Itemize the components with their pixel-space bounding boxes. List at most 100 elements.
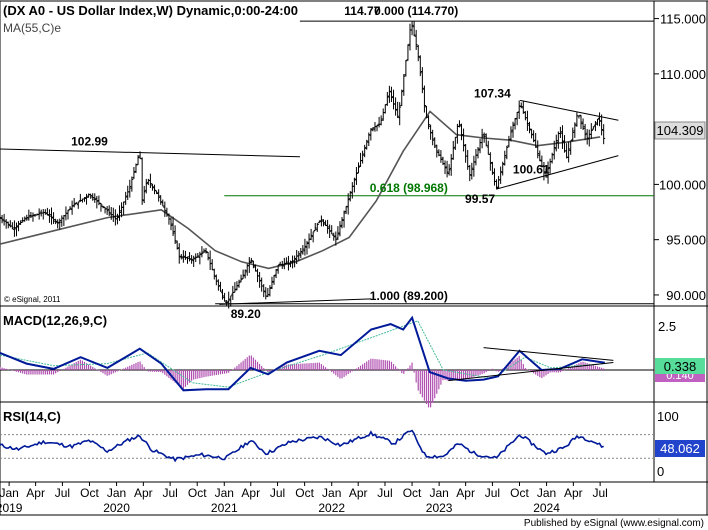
price-bar xyxy=(247,257,251,273)
price-bar xyxy=(161,199,165,207)
price-bar xyxy=(70,200,74,215)
price-bar xyxy=(470,162,474,180)
price-tick-label: 115.000 xyxy=(660,12,706,27)
price-bar xyxy=(258,271,262,288)
price-bar xyxy=(165,207,169,217)
price-bar xyxy=(422,85,426,113)
rsi-value: 48.062 xyxy=(660,441,700,456)
month-tick-label: Jan xyxy=(429,486,448,500)
price-bar xyxy=(311,231,315,243)
macd-triangle-line xyxy=(448,362,614,382)
price-bar xyxy=(525,110,529,131)
macd-title: MACD(12,26,9,C) xyxy=(3,313,107,328)
price-bar xyxy=(185,256,189,264)
month-tick-label: Apr xyxy=(564,486,583,500)
copyright-note: © eSignal, 2011 xyxy=(4,295,61,304)
price-bar xyxy=(93,193,97,203)
price-bar xyxy=(371,127,375,132)
price-bar xyxy=(171,216,175,236)
month-tick-label: Jul xyxy=(270,486,285,500)
annotation-label: 100.61 xyxy=(513,163,550,177)
price-bar xyxy=(367,132,371,147)
price-bar xyxy=(270,276,274,290)
price-bar xyxy=(363,144,367,158)
price-bar xyxy=(159,195,163,205)
price-bar xyxy=(356,162,360,174)
price-bar xyxy=(95,195,99,209)
price-bar xyxy=(286,255,290,271)
price-bar xyxy=(412,20,416,37)
month-tick-label: Jan xyxy=(0,486,19,500)
price-bar xyxy=(589,123,593,139)
price-bar xyxy=(546,161,550,184)
month-tick-label: Jan xyxy=(322,486,341,500)
price-bar xyxy=(0,213,2,219)
price-bar xyxy=(476,146,480,159)
price-bar xyxy=(37,208,41,220)
month-tick-label: Jan xyxy=(215,486,234,500)
time-axis: Jan Apr Jul Oct Jan Apr Jul Oct Jan Apr Jul Oct Jan A… xyxy=(0,482,608,515)
rsi-pane xyxy=(0,429,654,463)
price-bar xyxy=(14,222,18,237)
month-tick-label: Jul xyxy=(485,486,500,500)
price-bar xyxy=(74,201,78,205)
price-bar xyxy=(552,140,556,160)
price-bar xyxy=(420,67,424,94)
price-bar xyxy=(348,191,352,202)
price-bar xyxy=(303,238,307,256)
price-bar xyxy=(571,127,575,142)
price-bar xyxy=(251,260,255,269)
price-bar xyxy=(595,118,599,126)
price-bar xyxy=(439,150,443,163)
price-bar xyxy=(503,150,507,166)
price-bar xyxy=(66,209,70,220)
price-bar xyxy=(198,251,202,265)
price-tick-label: 95.000 xyxy=(666,233,706,248)
price-bar xyxy=(410,21,414,36)
annotation-label: 89.20 xyxy=(231,307,261,321)
price-bar xyxy=(379,115,383,126)
price-bar xyxy=(433,137,437,149)
price-bar xyxy=(334,231,338,246)
price-bar xyxy=(361,150,365,164)
price-bar xyxy=(488,152,492,171)
macd-pane xyxy=(0,315,654,408)
month-tick-label: Oct xyxy=(403,486,422,500)
price-bar xyxy=(196,253,200,258)
2020-resistance-line xyxy=(0,148,300,158)
price-bar xyxy=(369,128,373,141)
price-bar xyxy=(233,282,237,293)
price-bar xyxy=(31,212,35,222)
price-bar xyxy=(227,291,231,309)
price-bar xyxy=(468,164,472,182)
price-bar xyxy=(602,124,606,145)
price-bar xyxy=(130,176,134,192)
price-bar xyxy=(352,177,356,193)
price-bar xyxy=(509,126,513,142)
price-bar xyxy=(309,228,313,241)
price-bar xyxy=(406,44,410,61)
price-bar xyxy=(10,222,14,230)
price-bar xyxy=(148,173,152,189)
price-bar xyxy=(593,120,597,132)
month-tick-label: Jul xyxy=(162,486,177,500)
price-bar xyxy=(445,160,449,178)
price-bar xyxy=(192,255,196,267)
price-bar xyxy=(569,140,573,155)
price-bar xyxy=(499,166,503,184)
price-bar xyxy=(72,197,76,208)
price-bar xyxy=(85,193,89,205)
price-bar xyxy=(414,29,418,50)
price-bar xyxy=(404,60,408,77)
price-bar xyxy=(443,160,447,175)
price-bar xyxy=(581,118,585,130)
price-tick-label: 90.000 xyxy=(666,288,706,303)
price-bar xyxy=(54,218,58,225)
price-bar xyxy=(284,257,288,265)
price-bar xyxy=(282,257,286,270)
month-tick-label: Jul xyxy=(55,486,70,500)
price-bar xyxy=(326,219,330,234)
price-bar xyxy=(23,216,27,222)
price-bar xyxy=(530,128,534,139)
